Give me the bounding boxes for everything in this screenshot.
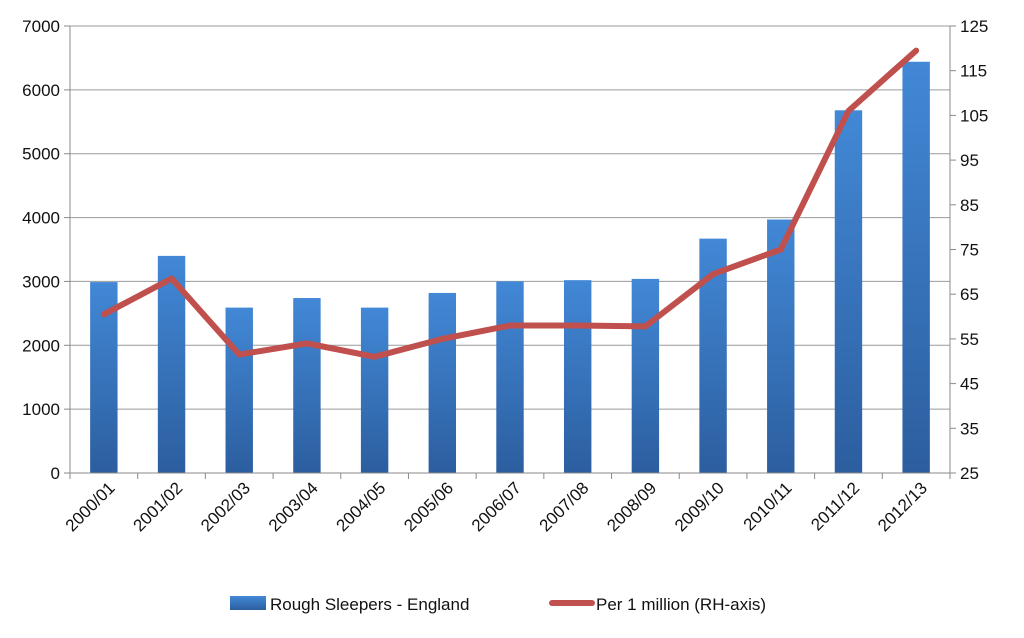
right-tick-label: 65 bbox=[960, 285, 979, 304]
bar bbox=[563, 280, 592, 473]
x-tick-label: 2000/01 bbox=[62, 478, 119, 535]
x-tick-label: 2003/04 bbox=[265, 478, 322, 535]
right-tick-label: 35 bbox=[960, 419, 979, 438]
x-tick-label: 2007/08 bbox=[536, 478, 593, 535]
bar bbox=[902, 61, 930, 473]
x-tick-label: 2010/11 bbox=[740, 478, 796, 534]
left-tick-label: 1000 bbox=[22, 400, 60, 419]
left-axis-ticks: 0 1000 2000 3000 4000 5000 6000 7000 bbox=[22, 17, 60, 483]
x-tick-label: 2005/06 bbox=[400, 478, 457, 535]
x-axis-ticks: 2000/01 2001/02 2002/03 2003/04 2004/05 2005/… bbox=[62, 478, 931, 535]
right-tick-label: 55 bbox=[960, 330, 979, 349]
x-tick-label: 2004/05 bbox=[333, 478, 390, 535]
right-tick-label: 45 bbox=[960, 375, 979, 394]
legend-label-bar-series: Rough Sleepers - England bbox=[270, 595, 469, 614]
left-tick-label: 5000 bbox=[22, 145, 60, 164]
series-line bbox=[100, 47, 920, 360]
bar bbox=[225, 307, 253, 473]
bar bbox=[834, 110, 863, 473]
x-tick-label: 2001/02 bbox=[129, 478, 186, 535]
right-tick-label: 95 bbox=[960, 151, 979, 170]
x-tick-label: 2006/07 bbox=[468, 478, 525, 535]
bar bbox=[496, 281, 524, 473]
x-tick-label: 2012/13 bbox=[874, 478, 931, 535]
x-tick-label: 2008/09 bbox=[603, 478, 660, 535]
left-tick-label: 4000 bbox=[22, 209, 60, 228]
x-tick-label: 2011/12 bbox=[807, 478, 863, 534]
bar bbox=[631, 278, 660, 473]
x-tick-label: 2009/10 bbox=[671, 478, 728, 535]
right-tick-label: 115 bbox=[960, 62, 987, 81]
right-axis-ticks: 25 35 45 55 65 75 85 95 105 115 125 bbox=[960, 17, 988, 483]
x-tick-label: 2002/03 bbox=[197, 478, 254, 535]
left-tick-label: 3000 bbox=[22, 272, 60, 291]
left-tick-label: 6000 bbox=[22, 81, 60, 100]
right-tick-label: 85 bbox=[960, 196, 979, 215]
bar bbox=[293, 298, 321, 473]
left-tick-label: 7000 bbox=[22, 17, 60, 36]
line-series bbox=[100, 47, 920, 360]
legend: Rough Sleepers - England Per 1 million (… bbox=[230, 595, 766, 614]
right-tick-label: 75 bbox=[960, 241, 979, 260]
left-tick-label: 2000 bbox=[22, 336, 60, 355]
legend-bar-swatch bbox=[230, 596, 266, 610]
bar bbox=[360, 307, 389, 473]
legend-label-line-series: Per 1 million (RH-axis) bbox=[596, 595, 766, 614]
bar-series bbox=[90, 61, 930, 473]
bar bbox=[428, 292, 457, 473]
axes bbox=[64, 25, 956, 479]
right-tick-label: 25 bbox=[960, 464, 979, 483]
right-tick-label: 125 bbox=[960, 17, 988, 36]
bar bbox=[767, 219, 795, 473]
left-tick-label: 0 bbox=[51, 464, 60, 483]
right-tick-label: 105 bbox=[960, 106, 988, 125]
